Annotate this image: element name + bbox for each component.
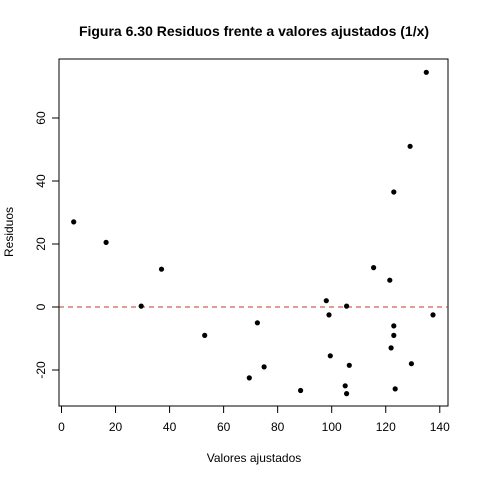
data-point-24 (407, 143, 413, 149)
x-tick-label: 40 (163, 420, 177, 434)
data-point-17 (371, 265, 377, 271)
data-point-14 (344, 391, 350, 397)
data-point-19 (388, 345, 394, 351)
data-point-15 (344, 303, 350, 309)
x-axis: 0 20 40 60 80 100 120 140 (58, 405, 450, 434)
x-tick-label: 20 (109, 420, 123, 434)
y-tick-label: 40 (34, 174, 48, 188)
data-point-18 (387, 277, 393, 283)
data-point-23 (392, 386, 398, 392)
data-point-9 (298, 387, 304, 394)
plot-frame (58, 58, 449, 407)
data-point-12 (327, 353, 333, 359)
data-point-16 (346, 362, 352, 368)
x-tick-label: 0 (58, 420, 65, 434)
x-tick-label: 100 (322, 420, 342, 434)
data-point-8 (261, 364, 267, 370)
x-axis-label: Valores ajustados (207, 451, 302, 465)
x-tick-label: 140 (430, 420, 450, 434)
y-axis-label: Residuos (2, 207, 16, 257)
data-point-22 (391, 189, 397, 195)
x-tick-label: 80 (271, 420, 285, 434)
data-point-7 (254, 320, 260, 326)
data-point-27 (430, 312, 436, 318)
data-point-21 (391, 332, 397, 338)
data-point-6 (246, 375, 252, 381)
data-point-3 (138, 303, 144, 309)
y-tick-label: -20 (34, 361, 48, 379)
data-point-10 (323, 298, 329, 304)
y-tick-label: 60 (34, 111, 48, 125)
data-point-20 (391, 323, 397, 329)
data-point-1 (71, 219, 77, 225)
data-point-4 (158, 266, 165, 272)
data-point-11 (326, 312, 332, 318)
x-tick-label: 60 (217, 420, 231, 434)
data-point-25 (408, 361, 414, 367)
points-layer (71, 69, 436, 397)
data-point-5 (202, 332, 208, 338)
data-point-13 (342, 383, 348, 389)
data-point-26 (423, 69, 429, 75)
x-tick-label: 120 (376, 420, 396, 434)
data-point-2 (103, 239, 109, 245)
chart-title: Figura 6.30 Residuos frente a valores aj… (79, 23, 429, 39)
y-tick-label: 20 (34, 237, 48, 251)
y-tick-label: 0 (34, 303, 48, 310)
y-axis: -20 0 20 40 60 (34, 111, 60, 379)
